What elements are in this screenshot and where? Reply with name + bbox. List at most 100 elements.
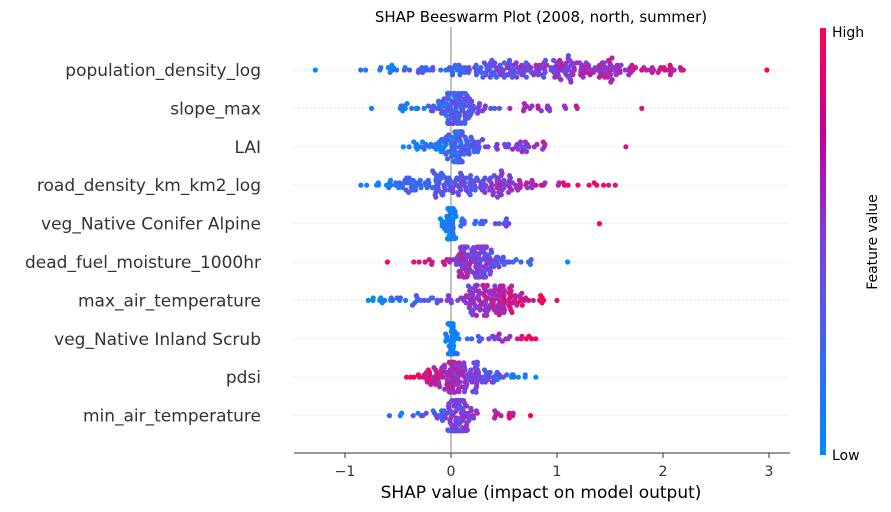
shap-point xyxy=(516,177,522,183)
shap-point xyxy=(469,247,475,253)
shap-point xyxy=(463,175,469,181)
shap-point xyxy=(531,72,537,78)
shap-point xyxy=(591,180,597,186)
shap-point xyxy=(480,282,486,288)
shap-point xyxy=(480,74,486,80)
shap-point xyxy=(633,65,639,71)
shap-point xyxy=(410,413,416,419)
shap-point xyxy=(454,175,460,181)
shap-point xyxy=(419,139,426,145)
shap-point xyxy=(446,120,452,126)
shap-point xyxy=(437,216,443,222)
shap-point xyxy=(358,182,364,188)
shap-point xyxy=(618,62,624,68)
shap-point xyxy=(519,62,525,68)
shap-point xyxy=(477,307,483,313)
shap-point xyxy=(622,67,628,73)
shap-point xyxy=(527,413,534,419)
shap-point xyxy=(475,110,481,116)
shap-point xyxy=(468,134,474,140)
shap-point xyxy=(472,187,478,193)
shap-point xyxy=(452,389,458,395)
shap-point xyxy=(528,257,534,263)
shap-point xyxy=(509,309,515,315)
shap-point xyxy=(496,264,502,270)
shap-point xyxy=(540,146,546,152)
shap-point xyxy=(473,312,479,318)
shap-point xyxy=(575,182,581,188)
shap-point xyxy=(431,365,437,371)
shap-point xyxy=(446,175,452,181)
shap-point xyxy=(461,389,468,395)
shap-point xyxy=(519,290,525,296)
shap-point xyxy=(520,108,527,114)
shap-point xyxy=(474,175,480,181)
shap-point xyxy=(421,105,427,111)
shap-point xyxy=(454,129,460,135)
shap-point xyxy=(534,141,540,147)
shap-point xyxy=(462,151,468,157)
shap-point xyxy=(519,333,525,339)
shap-point xyxy=(460,274,466,280)
shap-point xyxy=(449,153,455,159)
shap-point xyxy=(506,57,513,64)
shap-point xyxy=(470,108,476,114)
shap-point xyxy=(492,408,498,414)
shap-point xyxy=(439,417,446,423)
shap-point xyxy=(473,408,479,414)
shap-point xyxy=(489,379,495,385)
shap-point xyxy=(468,173,474,179)
shap-point xyxy=(522,372,528,378)
shap-point xyxy=(438,170,444,176)
shap-point xyxy=(473,389,479,395)
shap-point xyxy=(552,74,558,80)
shap-point xyxy=(504,372,510,378)
shap-point xyxy=(423,369,430,375)
shap-point xyxy=(510,410,516,416)
shap-point xyxy=(570,62,576,68)
shap-point xyxy=(403,187,409,193)
shap-point xyxy=(484,282,490,288)
shap-point xyxy=(403,297,409,303)
shap-point xyxy=(441,362,447,368)
feature-label: dead_fuel_moisture_1000hr xyxy=(25,253,261,273)
shap-point xyxy=(487,187,493,193)
shap-point xyxy=(400,144,406,150)
shap-point xyxy=(438,297,444,303)
shap-point xyxy=(457,72,463,78)
shap-point xyxy=(364,182,370,188)
shap-point xyxy=(397,295,403,301)
shap-point xyxy=(439,223,445,229)
shap-point xyxy=(499,338,505,344)
shap-point xyxy=(501,60,507,66)
shap-point xyxy=(451,257,457,263)
shap-point xyxy=(459,159,465,165)
shap-point xyxy=(492,105,498,111)
shap-point xyxy=(482,218,488,224)
shap-point xyxy=(469,269,475,275)
shap-point xyxy=(496,372,502,378)
shap-point xyxy=(449,146,455,152)
shap-point xyxy=(451,90,457,96)
shap-point xyxy=(413,105,419,111)
shap-point xyxy=(389,62,395,68)
shap-point xyxy=(535,72,541,78)
shap-point xyxy=(444,90,451,96)
shap-point xyxy=(545,103,551,109)
shap-point xyxy=(458,398,465,404)
shap-point xyxy=(447,65,453,71)
x-tick-label: 3 xyxy=(765,464,774,480)
shap-point xyxy=(541,74,547,80)
shap-point xyxy=(475,149,481,155)
shap-point xyxy=(677,65,683,71)
shap-point xyxy=(507,105,513,111)
shap-point xyxy=(445,293,451,299)
shap-point xyxy=(461,218,467,224)
shap-point xyxy=(491,173,497,179)
shap-point xyxy=(506,173,513,179)
shap-point xyxy=(462,65,468,71)
shap-point xyxy=(479,269,485,275)
shap-point xyxy=(434,415,440,421)
shap-point xyxy=(430,103,437,109)
shap-point xyxy=(661,65,667,71)
